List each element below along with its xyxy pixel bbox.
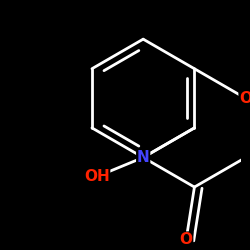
Text: OH: OH <box>84 169 110 184</box>
Text: O: O <box>180 232 193 247</box>
Text: O: O <box>239 91 250 106</box>
Text: N: N <box>137 150 149 165</box>
